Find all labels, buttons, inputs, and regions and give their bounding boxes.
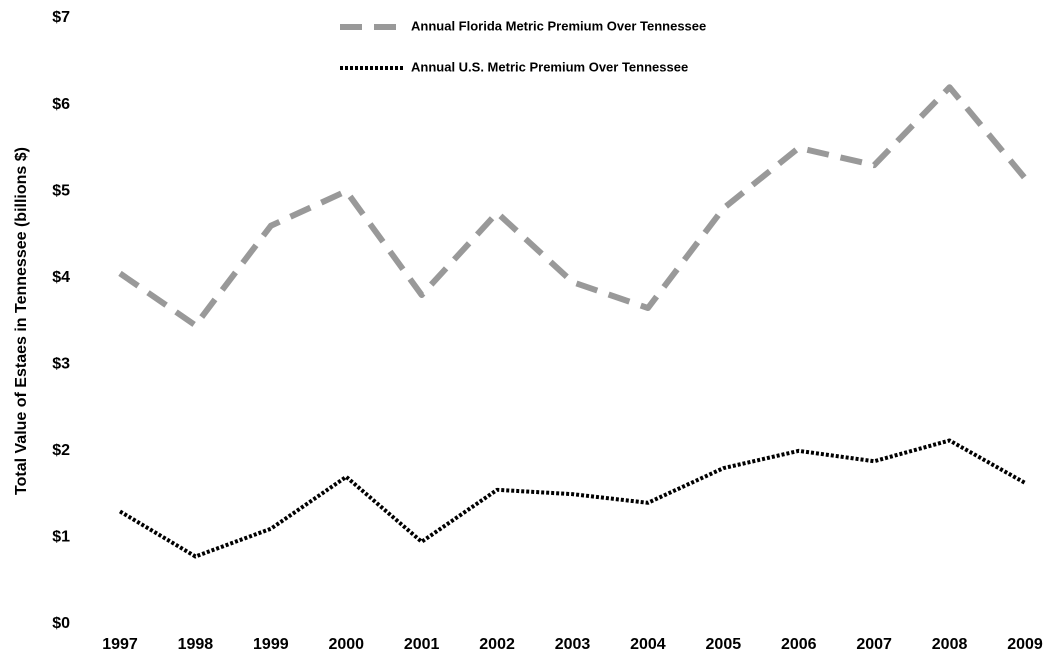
- series-line: [118, 84, 1028, 329]
- x-tick-label: 2007: [856, 636, 892, 653]
- x-tick-label: 2003: [555, 636, 591, 653]
- x-tick-label: 1999: [253, 636, 289, 653]
- x-tick-label: 2008: [932, 636, 968, 653]
- x-tick-label: 2006: [781, 636, 817, 653]
- legend-text: Annual Florida Metric Premium Over Tenne…: [411, 18, 706, 33]
- x-tick-label: 2005: [706, 636, 742, 653]
- x-tick-label: 2009: [1007, 636, 1043, 653]
- y-tick-label: $3: [52, 356, 70, 373]
- y-tick-label: $4: [52, 269, 70, 286]
- y-axis-label: Total Value of Estaes in Tennessee (bill…: [13, 147, 30, 495]
- series-line: [118, 438, 1026, 559]
- x-tick-label: 1997: [102, 636, 138, 653]
- legend-text: Annual U.S. Metric Premium Over Tennesse…: [411, 59, 688, 74]
- y-tick-label: $0: [52, 615, 70, 632]
- y-tick-label: $2: [52, 442, 70, 459]
- x-tick-label: 2001: [404, 636, 440, 653]
- x-tick-label: 2004: [630, 636, 666, 653]
- y-tick-label: $7: [52, 9, 70, 26]
- y-tick-label: $1: [52, 529, 70, 546]
- x-tick-label: 2000: [328, 636, 364, 653]
- x-tick-label: 2002: [479, 636, 515, 653]
- x-tick-label: 1998: [178, 636, 214, 653]
- y-tick-label: $6: [52, 96, 70, 113]
- y-tick-label: $5: [52, 182, 70, 199]
